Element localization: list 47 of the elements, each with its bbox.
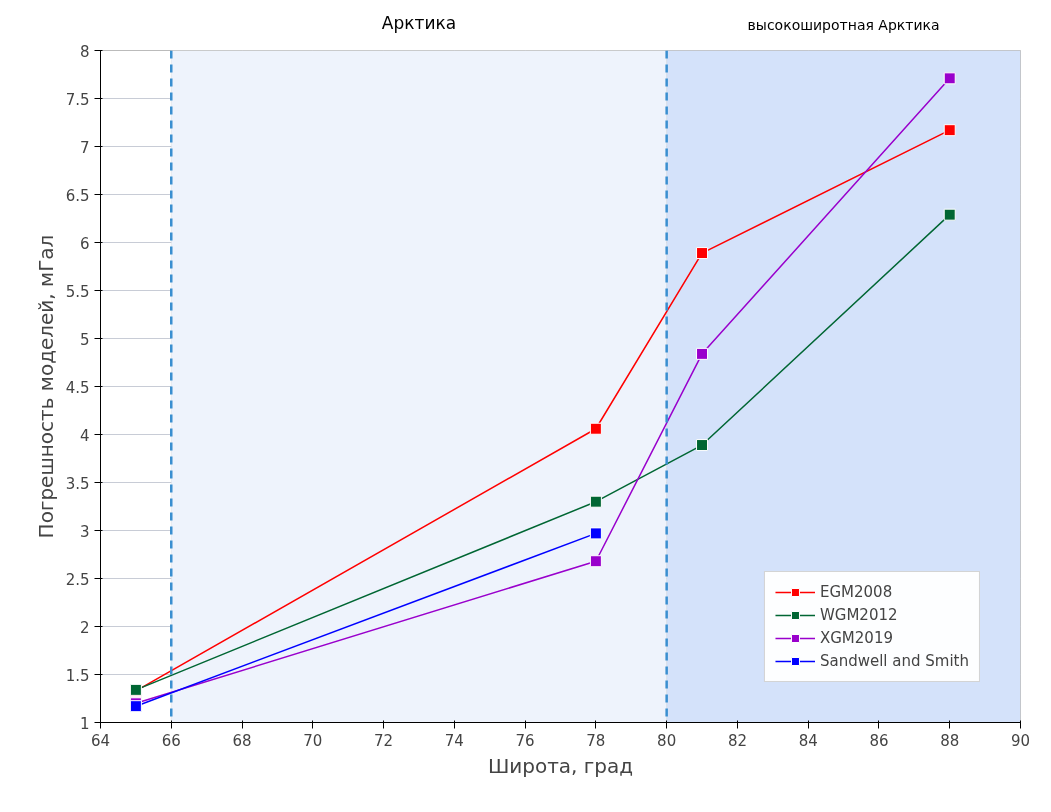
- x-tick-label: 76: [515, 731, 535, 750]
- y-tick-label: 8: [79, 42, 90, 61]
- point: [589, 527, 602, 540]
- x-tick-label: 66: [161, 731, 181, 750]
- point: [589, 422, 602, 435]
- point: [589, 495, 602, 508]
- x-tick-label: 70: [303, 731, 323, 750]
- x-tick-label: 64: [90, 731, 111, 750]
- x-tick-label: 78: [586, 731, 606, 750]
- band-label: высокоширотная Арктика: [747, 16, 940, 33]
- legend-label: EGM2008: [819, 583, 893, 601]
- point: [943, 124, 956, 137]
- y-tick-label: 3.5: [65, 474, 90, 493]
- legend-label: WGM2012: [819, 606, 898, 624]
- point: [696, 439, 709, 452]
- y-tick-label: 7: [79, 138, 90, 157]
- y-tick-label: 6: [79, 234, 90, 253]
- y-tick-label: 2: [79, 618, 90, 637]
- point: [943, 208, 956, 221]
- point: [589, 555, 602, 568]
- x-tick-label: 68: [232, 731, 252, 750]
- band-label: Арктика: [381, 12, 457, 33]
- y-tick-label: 1.5: [65, 666, 90, 685]
- y-tick-label: 4: [79, 426, 90, 445]
- x-tick-label: 72: [374, 731, 394, 750]
- y-axis-title: Погрешность моделей, мГал: [33, 234, 58, 539]
- x-tick-label: 84: [798, 731, 818, 750]
- y-tick-label: 4.5: [65, 378, 90, 397]
- y-tick-label: 5.5: [65, 282, 90, 301]
- x-tick-label: 74: [444, 731, 464, 750]
- legend-label: Sandwell and Smith: [819, 652, 969, 670]
- y-tick-label: 1: [79, 714, 90, 733]
- x-tick-label: 82: [727, 731, 747, 750]
- y-tick-label: 7.5: [65, 90, 90, 109]
- x-tick-label: 86: [869, 731, 889, 750]
- point: [696, 347, 709, 360]
- x-tick-label: 88: [940, 731, 960, 750]
- y-tick-label: 2.5: [65, 570, 90, 589]
- x-axis-title: Широта, град: [487, 753, 634, 778]
- y-tick-label: 6.5: [65, 186, 90, 205]
- y-tick-label: 5: [79, 330, 90, 349]
- x-tick-label: 90: [1010, 731, 1031, 750]
- x-tick-label: 80: [657, 731, 677, 750]
- point: [696, 247, 709, 260]
- legend-label: XGM2019: [819, 629, 893, 647]
- point: [943, 72, 956, 85]
- y-tick-label: 3: [79, 522, 90, 541]
